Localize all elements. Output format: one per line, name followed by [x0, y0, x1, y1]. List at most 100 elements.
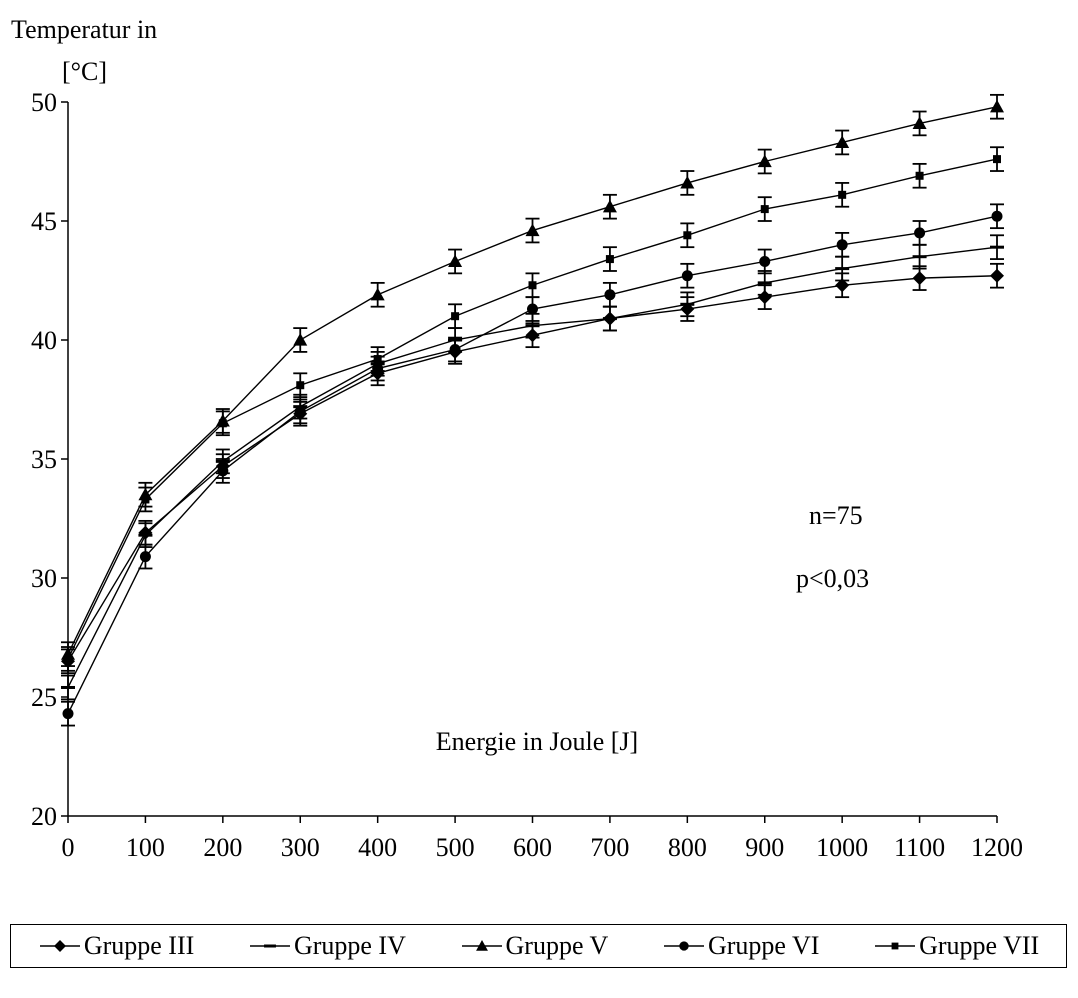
legend-label: Gruppe V: [505, 931, 609, 960]
data-point: [370, 287, 385, 301]
legend-item: Gruppe VI: [662, 931, 819, 961]
x-tick-label: 600: [513, 833, 552, 862]
data-point: [605, 255, 614, 264]
data-point: [757, 154, 772, 168]
legend-swatch: [875, 942, 916, 950]
data-point: [838, 190, 847, 199]
y-axis-label-line2: [°C]: [62, 57, 107, 86]
data-point: [835, 278, 850, 293]
data-point: [602, 317, 617, 321]
legend: Gruppe III Gruppe IV Gruppe V Gruppe VI Grup…: [10, 924, 1067, 968]
x-tick-label: 900: [745, 833, 784, 862]
data-point: [759, 255, 771, 267]
data-point: [528, 281, 537, 290]
data-point: [757, 290, 772, 305]
legend-marker: [475, 940, 488, 951]
legend-item: Gruppe III: [38, 931, 194, 961]
y-tick-label: 20: [31, 802, 57, 831]
data-point: [760, 205, 769, 214]
data-point: [835, 267, 850, 271]
legend-item: Gruppe V: [460, 931, 609, 961]
series-layer: [61, 93, 1004, 727]
series-group-4: [61, 203, 1004, 727]
data-point: [681, 270, 693, 282]
x-tick-label: 800: [668, 833, 707, 862]
data-point: [449, 344, 461, 356]
legend-swatch: [663, 941, 704, 951]
x-tick-label: 100: [126, 833, 165, 862]
data-point: [138, 533, 153, 537]
data-point: [990, 99, 1004, 113]
legend-label: Gruppe VI: [707, 931, 820, 960]
x-tick-label: 0: [62, 833, 75, 862]
data-point: [912, 116, 927, 130]
data-point: [61, 685, 75, 689]
data-point: [64, 654, 72, 663]
legend-swatch: [249, 944, 290, 948]
data-point: [139, 551, 151, 563]
y-axis-label-line1: Temperatur in: [11, 15, 157, 44]
x-tick-label: 700: [590, 833, 629, 862]
y-tick-label: 35: [31, 445, 57, 474]
data-point: [915, 171, 924, 180]
x-tick-label: 1200: [971, 833, 1023, 862]
data-point: [525, 223, 540, 237]
y-tick-label: 30: [31, 564, 57, 593]
data-point: [62, 708, 74, 720]
data-point: [680, 302, 695, 306]
x-axis-label: Energie in Joule [J]: [436, 727, 638, 756]
x-tick-label: 200: [203, 833, 242, 862]
annotation-n: n=75: [809, 501, 863, 530]
legend-marker: [679, 941, 689, 951]
data-point: [604, 289, 616, 301]
legend-marker: [263, 944, 276, 948]
data-point: [990, 245, 1004, 249]
data-point: [990, 268, 1004, 283]
x-tick-label: 300: [281, 833, 320, 862]
legend-item: Gruppe IV: [248, 931, 406, 961]
data-point: [448, 254, 463, 268]
data-point: [373, 355, 382, 364]
y-tick-label: 50: [31, 88, 57, 117]
data-point: [836, 239, 848, 251]
annotation-p: p<0,03: [796, 564, 869, 593]
data-point: [293, 333, 308, 346]
data-point: [294, 405, 306, 417]
legend-label: Gruppe IV: [293, 931, 406, 960]
data-point: [680, 175, 695, 189]
data-point: [296, 381, 305, 390]
data-point: [218, 419, 227, 428]
legend-label: Gruppe VII: [919, 931, 1040, 960]
data-point: [141, 495, 150, 504]
data-point: [451, 312, 460, 321]
data-point: [683, 231, 692, 240]
y-tick-label: 40: [31, 326, 57, 355]
data-point: [757, 281, 772, 285]
legend-marker: [891, 942, 899, 950]
data-point: [991, 210, 1003, 222]
legend-marker: [53, 940, 66, 952]
data-point: [914, 227, 926, 239]
legend-label: Gruppe III: [83, 931, 195, 960]
data-point: [527, 303, 538, 315]
x-tick-label: 1100: [894, 833, 945, 862]
data-point: [993, 155, 1001, 164]
data-point: [912, 255, 927, 259]
data-point: [912, 271, 927, 286]
x-tick-label: 1000: [816, 833, 868, 862]
data-point: [217, 465, 229, 477]
y-tick-label: 25: [31, 683, 57, 712]
data-point: [525, 324, 540, 328]
x-tick-label: 500: [436, 833, 475, 862]
x-tick-label: 400: [358, 833, 397, 862]
legend-swatch: [461, 940, 502, 951]
legend-swatch: [39, 940, 80, 952]
data-point: [602, 199, 617, 213]
legend-item: Gruppe VII: [873, 931, 1039, 961]
series-group-5: [61, 146, 1004, 672]
y-tick-label: 45: [31, 207, 57, 236]
data-point: [835, 135, 850, 149]
